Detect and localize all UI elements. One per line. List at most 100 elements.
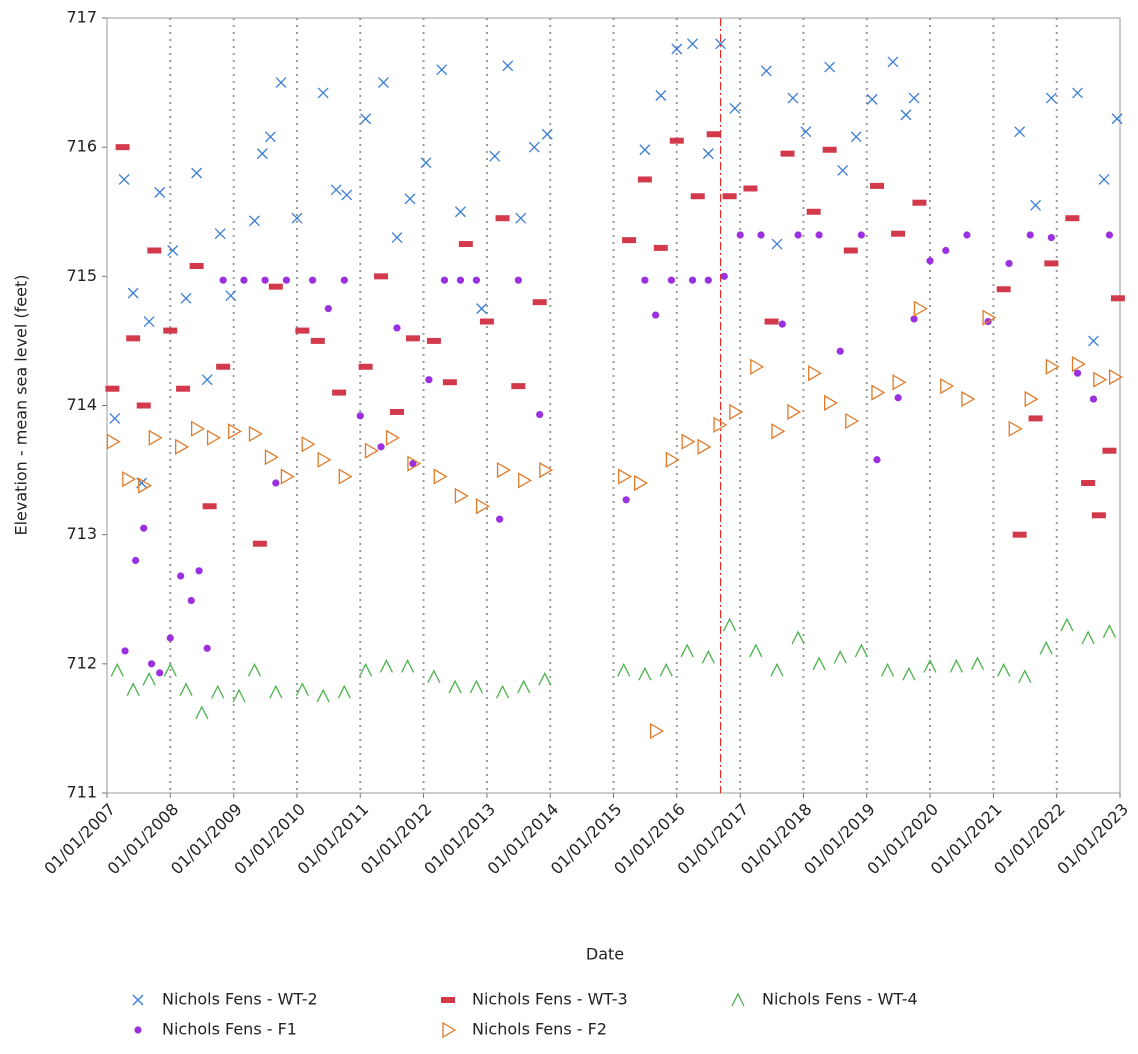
point <box>308 276 317 284</box>
point <box>496 515 504 523</box>
point <box>1012 531 1027 538</box>
point <box>1093 371 1108 388</box>
point <box>195 567 203 575</box>
point <box>671 43 683 55</box>
point <box>532 299 547 306</box>
point <box>963 231 971 239</box>
point <box>681 433 696 450</box>
point <box>891 230 906 237</box>
point <box>476 303 488 315</box>
point <box>688 276 697 284</box>
point <box>771 423 786 440</box>
point <box>866 93 878 105</box>
point <box>1030 199 1042 211</box>
point <box>749 643 763 658</box>
point <box>163 327 178 334</box>
point <box>902 666 916 681</box>
point <box>433 468 448 485</box>
point <box>126 335 141 342</box>
point <box>541 128 553 140</box>
point <box>617 662 631 677</box>
y-tick-label: 711 <box>66 783 97 802</box>
point <box>1047 233 1055 242</box>
point <box>622 237 637 244</box>
point <box>458 241 473 248</box>
point <box>1065 215 1080 222</box>
point <box>156 669 164 677</box>
series <box>106 300 1123 740</box>
legend-label: Nichols Fens - WT-2 <box>162 990 318 1009</box>
point <box>393 324 401 332</box>
y-axis-label: Elevation - mean sea level (feet) <box>12 274 31 535</box>
point <box>187 596 195 605</box>
point <box>420 157 432 169</box>
point <box>167 245 179 256</box>
point <box>252 540 267 547</box>
point <box>720 272 728 280</box>
point <box>1026 231 1034 239</box>
point <box>479 318 494 325</box>
point <box>1098 173 1110 185</box>
point <box>824 394 838 412</box>
legend-label: Nichols Fens - WT-3 <box>472 990 628 1009</box>
point <box>436 64 448 76</box>
point <box>115 144 130 151</box>
point <box>140 524 148 532</box>
point <box>472 276 480 284</box>
point <box>211 684 225 699</box>
point <box>191 167 203 179</box>
point <box>1110 295 1125 302</box>
point <box>514 276 522 284</box>
point <box>440 276 449 284</box>
point <box>704 276 712 284</box>
point <box>873 456 881 464</box>
point <box>892 374 907 391</box>
point <box>1024 390 1039 408</box>
point <box>836 347 844 355</box>
point <box>495 215 510 222</box>
point <box>1045 92 1057 104</box>
point <box>942 246 950 255</box>
point <box>723 617 737 632</box>
point <box>764 318 779 325</box>
point <box>105 385 120 392</box>
point <box>203 644 211 652</box>
point <box>249 215 260 227</box>
series <box>105 131 1125 547</box>
point <box>356 412 364 420</box>
point <box>310 337 325 344</box>
point <box>475 498 490 515</box>
point <box>1018 669 1032 684</box>
point <box>1088 335 1099 347</box>
point <box>900 109 912 121</box>
point <box>138 477 153 494</box>
point <box>163 662 177 677</box>
point <box>177 572 185 580</box>
point <box>1008 420 1023 437</box>
point <box>118 173 130 185</box>
point <box>940 377 955 395</box>
point <box>850 131 862 143</box>
point <box>515 212 527 224</box>
point <box>496 461 511 479</box>
point <box>232 688 246 703</box>
point <box>652 311 660 319</box>
point <box>106 433 121 450</box>
point <box>1045 358 1060 375</box>
point <box>265 131 276 143</box>
point <box>894 394 902 402</box>
point <box>126 682 140 696</box>
point <box>857 231 865 239</box>
point <box>225 290 237 302</box>
point <box>641 276 649 284</box>
point <box>729 102 741 114</box>
point <box>456 276 465 284</box>
point <box>794 231 802 239</box>
point <box>743 185 758 192</box>
point <box>808 365 822 382</box>
x-axis-label: Date <box>586 945 624 964</box>
y-tick-label: 714 <box>66 395 97 414</box>
point <box>404 193 416 205</box>
point <box>216 363 231 370</box>
point <box>871 384 886 401</box>
